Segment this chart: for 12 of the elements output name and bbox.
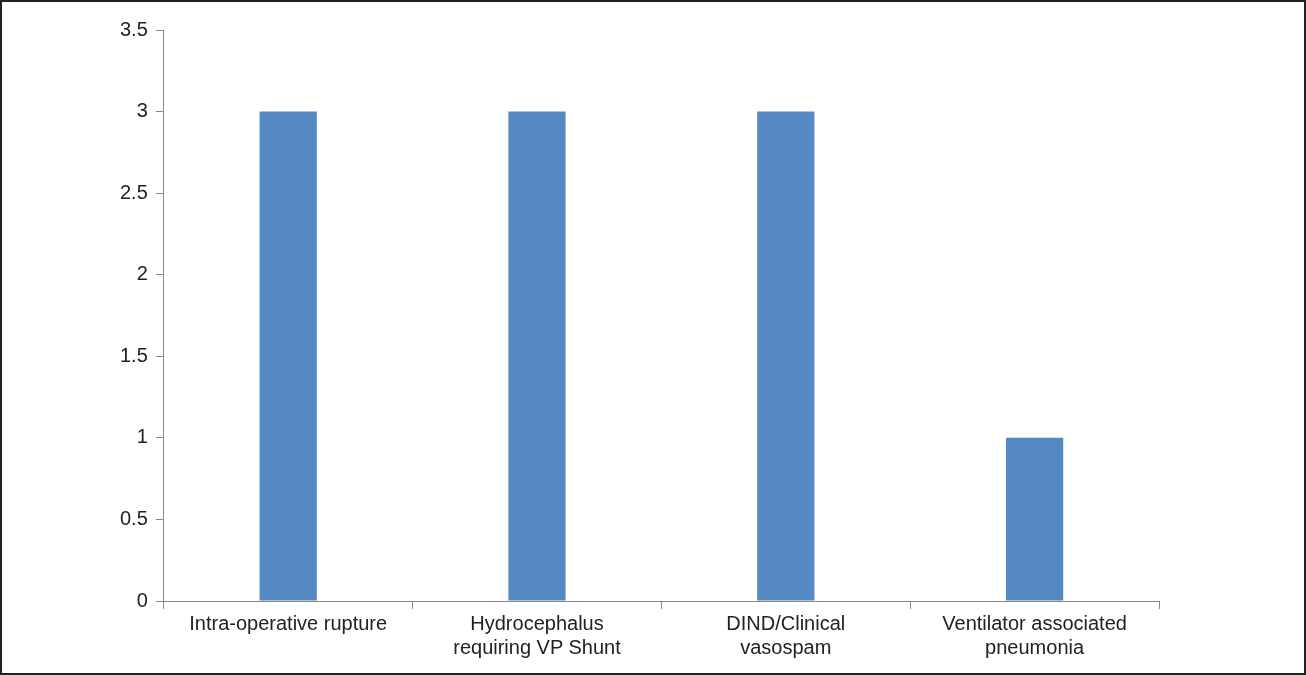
y-tick-label: 1.5 [119,343,148,366]
x-tick-label: Hydrocephalus requiring VP Shunt [453,611,622,658]
y-tick-label: 3 [136,99,148,122]
y-tick-label: 3.5 [119,17,148,40]
x-tick-label: Ventilator associated pneumonia [942,611,1127,658]
y-tick-label: 0.5 [119,506,148,529]
y-tick-label: 2.5 [119,180,148,203]
y-tick-label: 1 [136,425,148,448]
y-tick-label: 2 [136,262,148,285]
x-tick-label: DIND/Clinical vasospam [726,611,846,658]
y-tick-label: 0 [136,588,148,611]
x-tick-label: Intra-operative rupture [189,611,388,634]
